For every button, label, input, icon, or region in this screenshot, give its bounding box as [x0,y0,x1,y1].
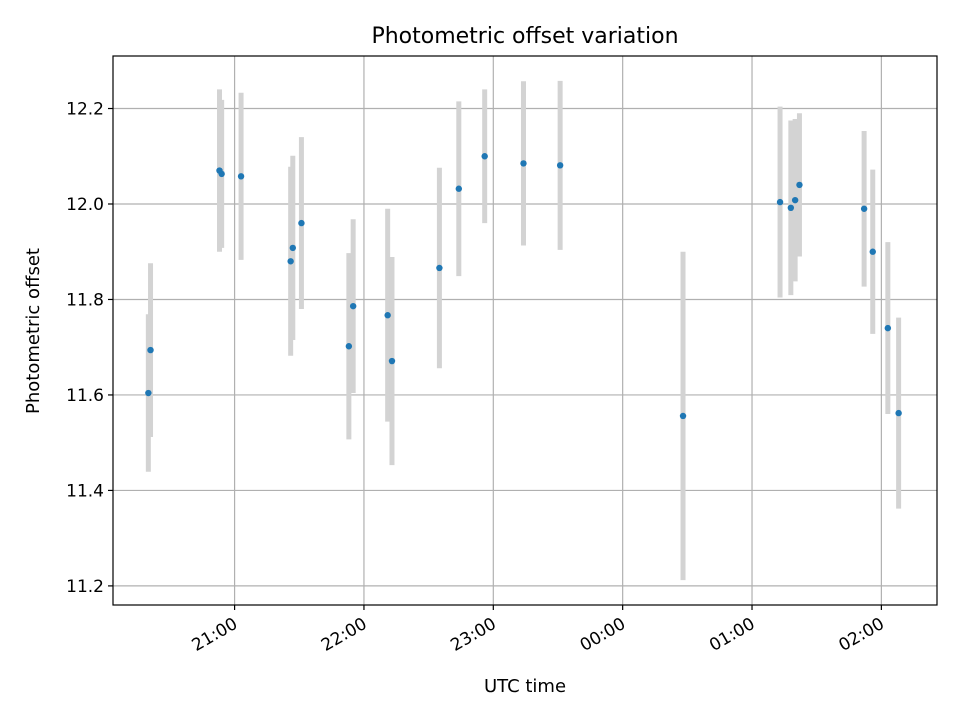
y-axis-label: Photometric offset [23,248,44,414]
data-point [298,219,305,227]
data-point [349,302,357,310]
y-tick-label: 11.6 [66,386,104,406]
data-point [787,204,795,212]
data-point [679,412,687,420]
data-point [384,312,391,319]
chart-title: Photometric offset variation [371,24,678,49]
y-tick-label: 11.8 [66,290,104,310]
data-point [345,343,353,350]
y-tick-label: 11.2 [66,577,104,597]
data-point [289,244,297,252]
grid [113,56,937,605]
data-point [884,324,892,332]
data-point [388,357,396,365]
data-points [145,153,902,420]
data-point [776,198,784,206]
x-axis-label: UTC time [484,676,566,697]
plot-frame [112,55,938,606]
y-tick-label: 12.2 [66,100,104,120]
data-point [218,170,225,178]
y-axis: 11.2 11.4 11.6 11.8 12.0 12.2 [66,100,113,597]
data-point [145,389,152,397]
y-tick-label: 12.0 [66,195,104,215]
data-point [791,196,799,204]
data-point [455,185,463,192]
y-tick-label: 11.4 [66,481,104,501]
data-point [869,248,876,255]
data-point [860,205,868,212]
data-point [520,160,527,167]
data-point [287,258,294,265]
data-point [556,162,564,169]
data-point [237,173,245,180]
data-point [436,264,443,272]
data-point [481,153,488,160]
data-point [796,181,803,189]
data-point [895,409,902,417]
data-point [147,346,154,354]
